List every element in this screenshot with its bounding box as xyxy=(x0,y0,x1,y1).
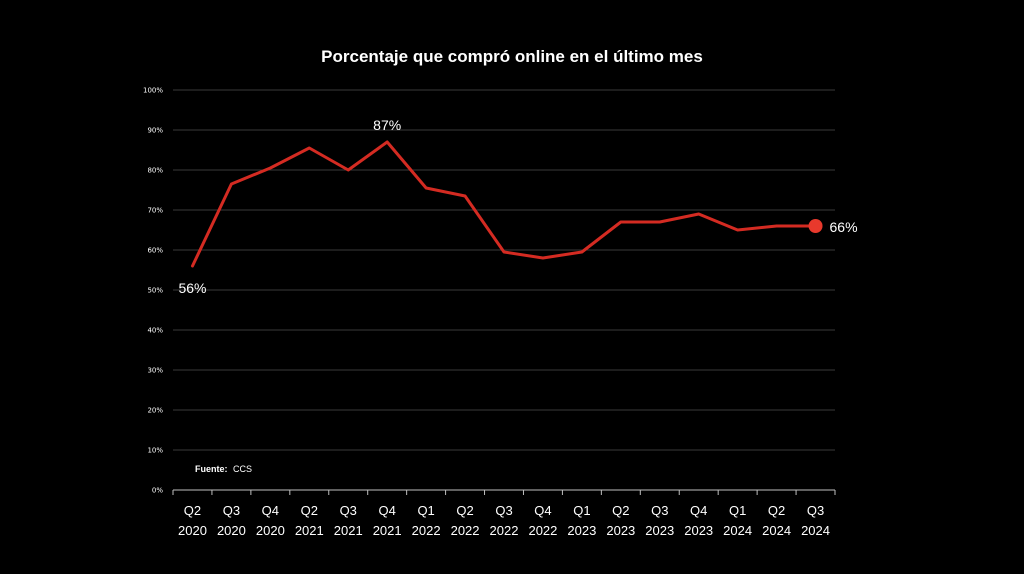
y-tick-label: 40% xyxy=(147,327,163,335)
y-tick-label: 10% xyxy=(147,447,163,455)
data-point xyxy=(269,166,272,170)
y-tick-label: 80% xyxy=(147,167,163,175)
series-layer xyxy=(190,140,823,268)
x-tick-label: Q3 2020 xyxy=(217,503,246,538)
x-tick-label: Q2 2022 xyxy=(451,503,480,538)
data-labels: 56% 87% 66% xyxy=(178,117,857,296)
series-line xyxy=(190,140,818,268)
grid-lines xyxy=(173,89,835,451)
source-note: Fuente: CCS xyxy=(195,464,252,474)
y-axis-ticks: 0% 10% 20% 30% 40% 50% 60% 70% 80% 90% 100% xyxy=(143,87,163,495)
x-axis: Q2 2020 Q3 2020 Q4 2020 Q2 2021 Q3 2021 Q4 2021 Q1 20… xyxy=(172,489,836,538)
x-tick-label: Q1 2023 xyxy=(567,503,596,538)
data-point xyxy=(775,224,778,228)
x-tick-label: Q2 2021 xyxy=(295,503,324,538)
x-tick-label: Q2 2024 xyxy=(762,503,791,538)
y-tick-label: 50% xyxy=(147,287,163,295)
data-point xyxy=(580,250,584,254)
data-label: 56% xyxy=(178,280,206,296)
data-label: 66% xyxy=(830,219,858,235)
data-point xyxy=(347,168,350,172)
x-tick-label: Q4 2022 xyxy=(528,503,557,538)
data-point xyxy=(385,140,389,144)
x-tick-label: Q2 2020 xyxy=(178,503,207,538)
data-point xyxy=(697,212,700,216)
x-tick-label: Q1 2024 xyxy=(723,503,752,538)
data-point xyxy=(502,250,506,254)
source-value: CCS xyxy=(233,464,252,474)
data-point xyxy=(424,186,428,190)
data-point xyxy=(541,256,545,260)
x-tick-label: Q3 2021 xyxy=(334,503,363,538)
chart-title: Porcentaje que compró online en el últim… xyxy=(321,47,703,66)
end-point-marker xyxy=(808,219,823,233)
x-tick-label: Q4 2021 xyxy=(373,503,402,538)
y-tick-label: 100% xyxy=(143,87,163,95)
y-tick-label: 60% xyxy=(147,247,163,255)
x-tick-label: Q4 2020 xyxy=(256,503,285,538)
y-tick-label: 0% xyxy=(152,487,163,495)
data-label: 87% xyxy=(373,117,401,133)
x-tick-label: Q3 2024 xyxy=(801,503,830,538)
data-point xyxy=(658,220,661,224)
x-tick-label: Q4 2023 xyxy=(684,503,713,538)
y-tick-label: 20% xyxy=(147,407,163,415)
y-tick-label: 70% xyxy=(147,207,163,215)
data-point xyxy=(230,182,233,186)
x-tick-label: Q2 2023 xyxy=(606,503,635,538)
data-point xyxy=(736,228,739,232)
source-label: Fuente: xyxy=(195,464,228,474)
x-tick-label: Q3 2022 xyxy=(490,503,519,538)
data-point xyxy=(191,264,194,268)
data-point xyxy=(463,194,467,198)
x-tick-label: Q3 2023 xyxy=(645,503,674,538)
data-point xyxy=(308,146,311,150)
y-tick-label: 30% xyxy=(147,367,163,375)
x-tick-label: Q1 2022 xyxy=(412,503,441,538)
data-point xyxy=(619,220,623,224)
y-tick-label: 90% xyxy=(147,127,163,135)
